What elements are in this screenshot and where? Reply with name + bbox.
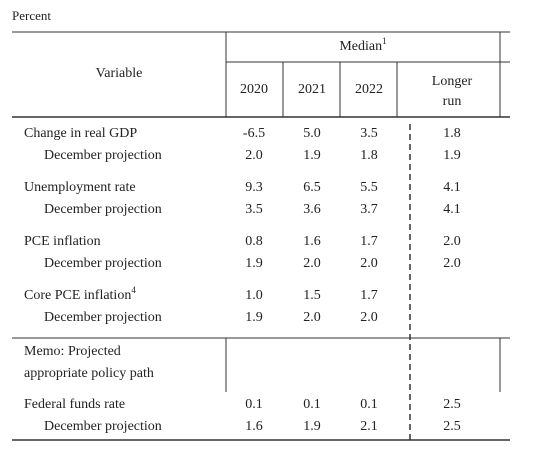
- row-label: December projection: [44, 148, 162, 163]
- cell: 5.5: [360, 180, 378, 195]
- column-header: run: [443, 94, 462, 109]
- cell: 1.8: [443, 126, 461, 141]
- header: Variable: [96, 66, 143, 81]
- column-header: 2020: [240, 82, 268, 97]
- cell: 1.5: [303, 288, 321, 303]
- cell: 2.0: [303, 256, 321, 271]
- cell: 2.5: [443, 397, 461, 412]
- cell: 4.1: [443, 180, 461, 195]
- cell: 1.6: [245, 419, 263, 434]
- cell: 2.0: [245, 148, 263, 163]
- cell: -6.5: [243, 126, 265, 141]
- row-label: Change in real GDP: [24, 126, 137, 141]
- header: Median1: [339, 36, 386, 54]
- cell: 0.1: [303, 397, 321, 412]
- cell: 0.1: [360, 397, 378, 412]
- cell: 3.5: [245, 202, 263, 217]
- row-label: Core PCE inflation4: [24, 285, 136, 303]
- cell: 1.7: [360, 288, 378, 303]
- cell: 2.0: [303, 310, 321, 325]
- cell: 2.0: [443, 256, 461, 271]
- column-header: 2022: [355, 82, 383, 97]
- cell: 1.7: [360, 234, 378, 249]
- cell: 6.5: [303, 180, 321, 195]
- memo: Memo: Projected: [24, 344, 121, 359]
- row-label: December projection: [44, 310, 162, 325]
- row-label: December projection: [44, 419, 162, 434]
- column-header: Longer: [432, 74, 473, 89]
- cell: 2.0: [360, 310, 378, 325]
- unit: Percent: [12, 8, 51, 23]
- cell: 0.8: [245, 234, 263, 249]
- row-label: Unemployment rate: [24, 180, 136, 195]
- cell: 0.1: [245, 397, 263, 412]
- cell: 1.9: [245, 310, 263, 325]
- cell: 3.6: [303, 202, 321, 217]
- cell: 2.0: [360, 256, 378, 271]
- cell: 5.0: [303, 126, 321, 141]
- cell: 1.6: [303, 234, 321, 249]
- cell: 2.1: [360, 419, 378, 434]
- cell: 1.9: [443, 148, 461, 163]
- cell: 3.5: [360, 126, 378, 141]
- row-label: Federal funds rate: [24, 397, 125, 412]
- row-label: December projection: [44, 256, 162, 271]
- cell: 3.7: [360, 202, 378, 217]
- cell: 1.9: [245, 256, 263, 271]
- cell: 1.9: [303, 148, 321, 163]
- cell: 2.5: [443, 419, 461, 434]
- row-label: PCE inflation: [24, 234, 101, 249]
- cell: 4.1: [443, 202, 461, 217]
- cell: 1.8: [360, 148, 378, 163]
- cell: 9.3: [245, 180, 263, 195]
- column-header: 2021: [298, 82, 326, 97]
- cell: 1.0: [245, 288, 263, 303]
- row-label: December projection: [44, 202, 162, 217]
- memo: appropriate policy path: [24, 366, 154, 381]
- cell: 1.9: [303, 419, 321, 434]
- cell: 2.0: [443, 234, 461, 249]
